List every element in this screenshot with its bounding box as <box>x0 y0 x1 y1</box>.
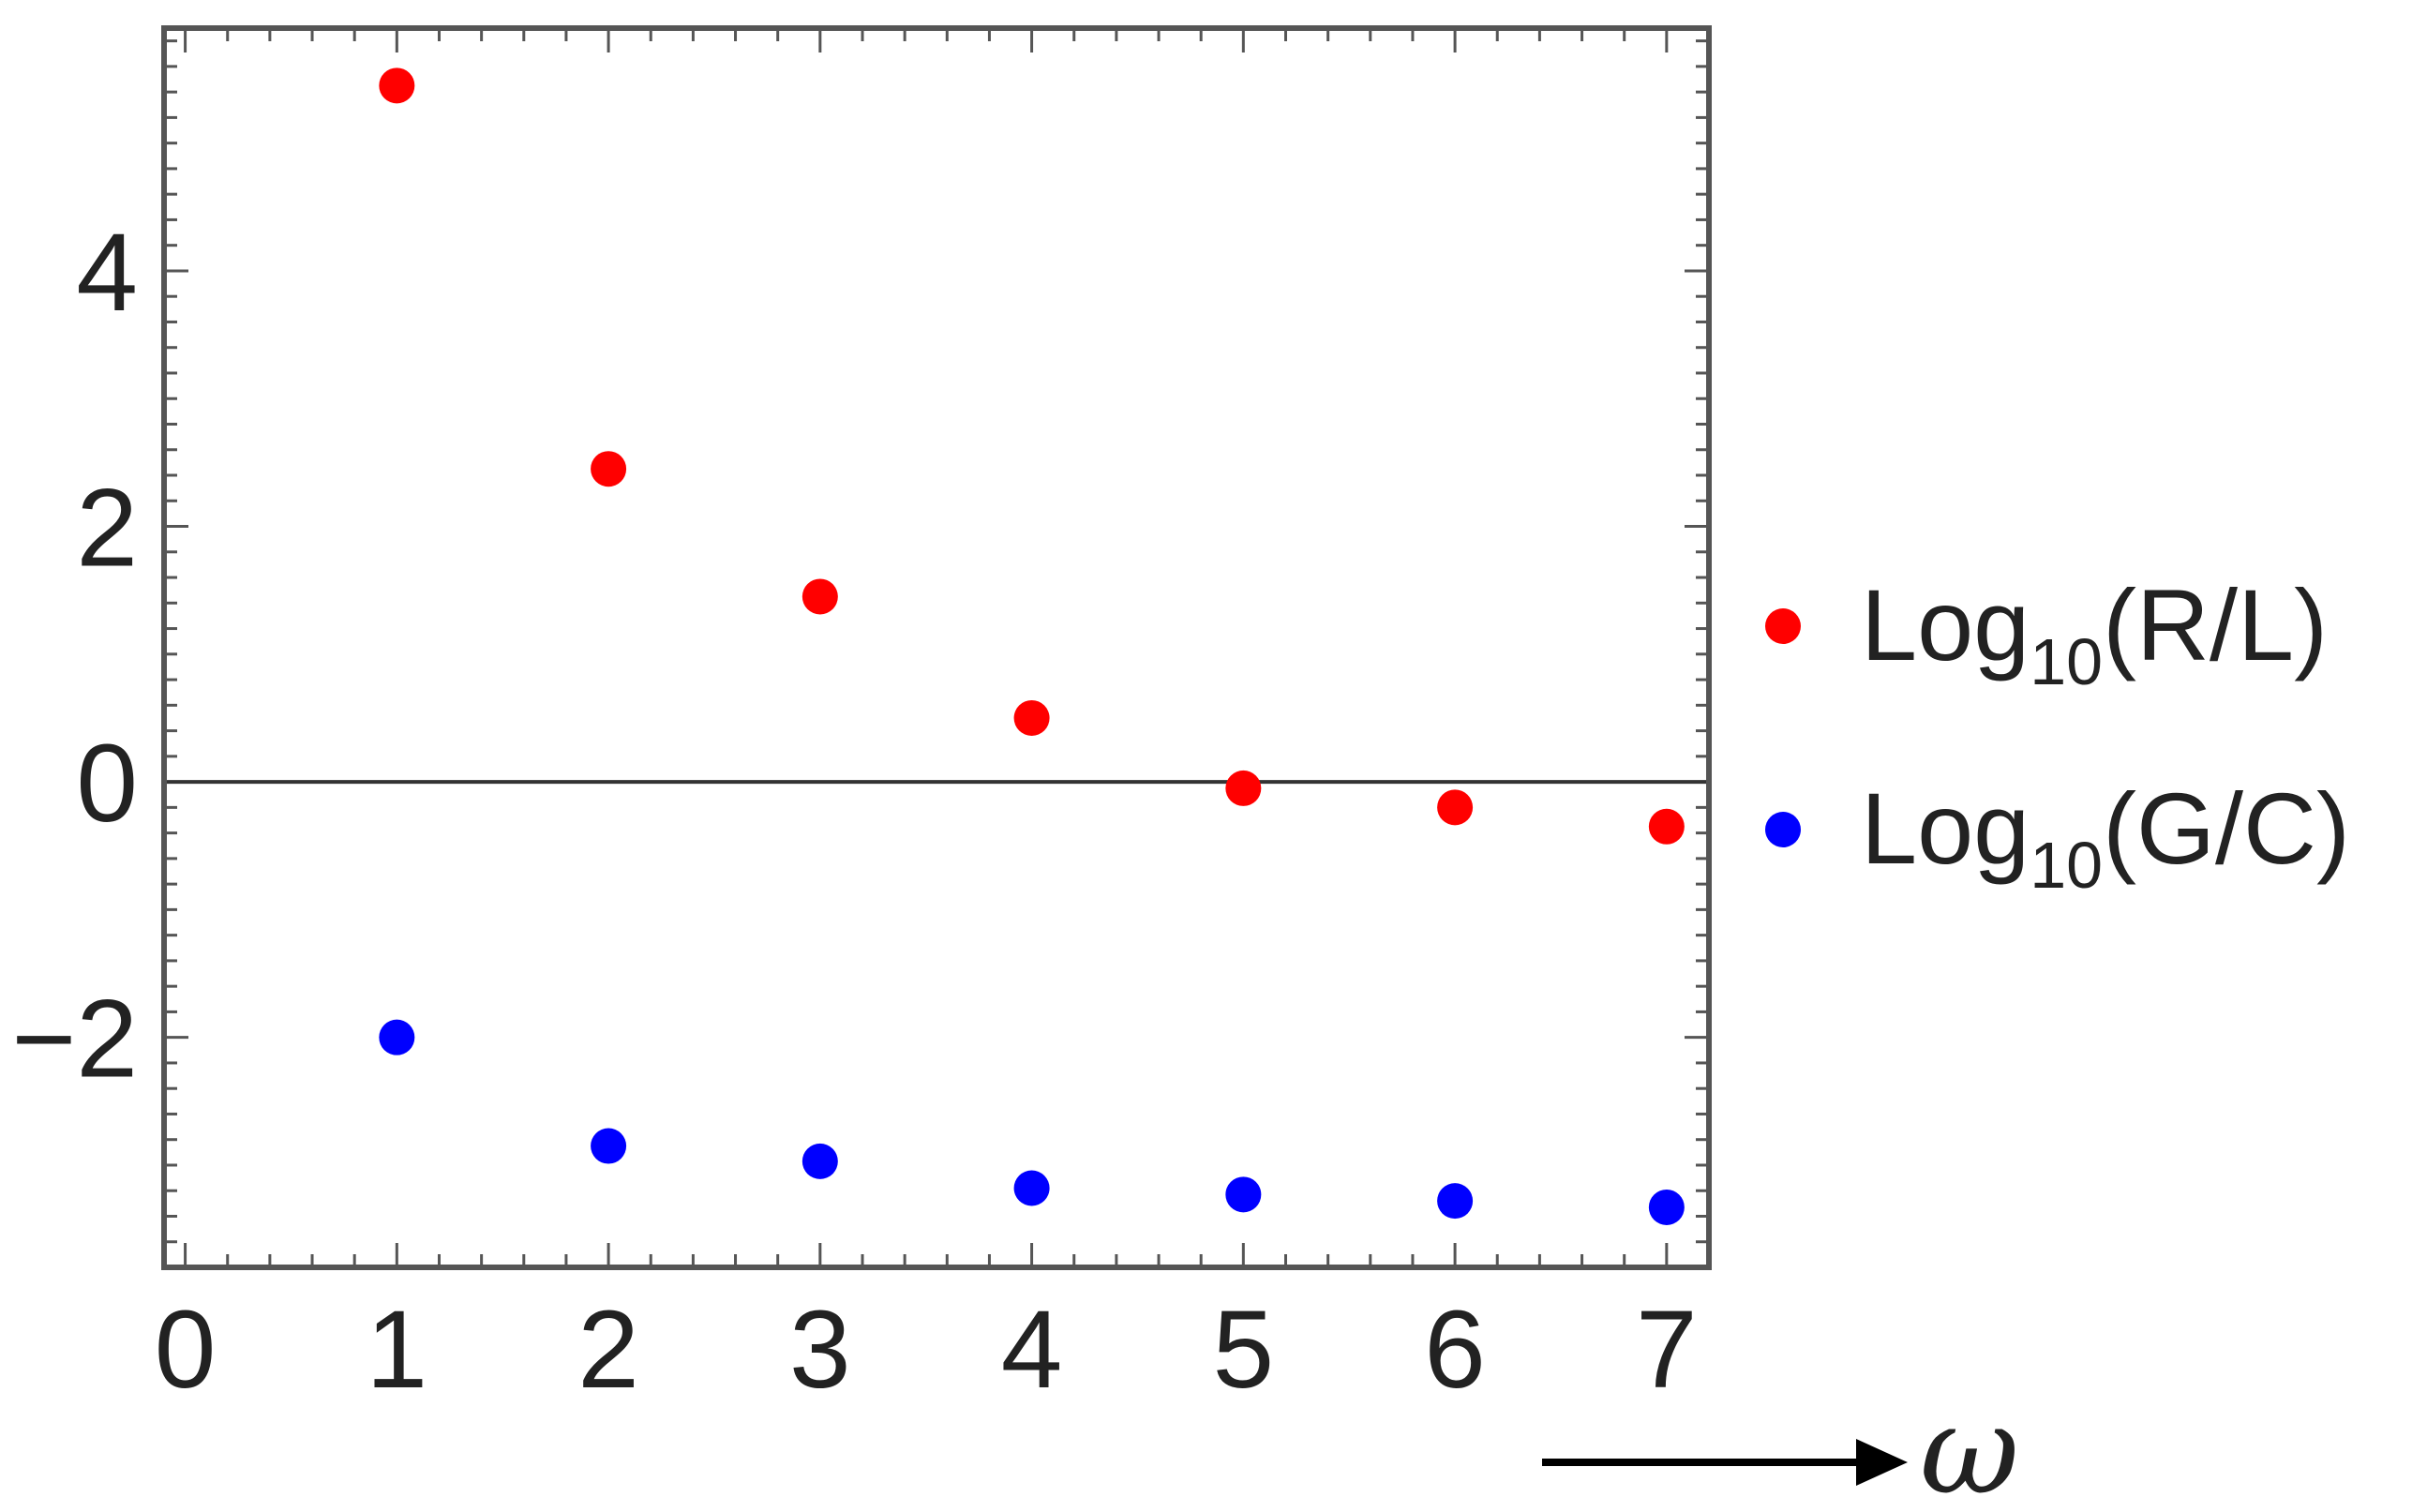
x-tick-label: 6 <box>1424 1288 1486 1412</box>
x-tick-label: 4 <box>1001 1288 1063 1412</box>
plot-frame <box>161 25 1712 1270</box>
x-axis-label: ω <box>1920 1379 2019 1512</box>
x-tick-label: 7 <box>1636 1288 1698 1412</box>
y-tick-labels: −2 0 2 4 <box>11 211 138 1101</box>
data-point-series-1 <box>591 451 627 487</box>
y-tick-label: 2 <box>76 467 138 591</box>
legend-marker <box>1765 608 1801 644</box>
y-tick-label: 0 <box>76 722 138 846</box>
data-point-series-1 <box>1437 789 1474 826</box>
data-point-series-2 <box>1648 1189 1685 1225</box>
x-tick-label: 3 <box>789 1288 851 1412</box>
data-point-series-2 <box>379 1019 415 1055</box>
data-point-series-1 <box>1648 808 1685 845</box>
data-point-series-2 <box>1013 1170 1050 1206</box>
legend-marker <box>1765 812 1801 847</box>
data-points <box>379 67 1685 1225</box>
data-point-series-2 <box>802 1143 838 1179</box>
legend-label: Log10(R/L) <box>1861 568 2328 698</box>
legend: Log10(R/L) Log10(G/C) <box>1765 568 2350 902</box>
data-point-series-2 <box>1225 1176 1262 1213</box>
data-point-series-2 <box>591 1128 627 1164</box>
x-axis-arrow: ω <box>1542 1379 2019 1512</box>
data-point-series-1 <box>802 578 838 615</box>
x-tick-label: 1 <box>367 1288 428 1412</box>
data-point-series-1 <box>1013 699 1050 736</box>
data-point-series-1 <box>1225 770 1262 806</box>
y-tick-label: −2 <box>11 978 138 1101</box>
x-tick-label: 0 <box>155 1288 217 1412</box>
x-tick-label: 5 <box>1213 1288 1275 1412</box>
data-point-series-1 <box>379 67 415 104</box>
x-tick-labels: 0 1 2 3 4 5 6 7 <box>155 1288 1698 1412</box>
arrow-head <box>1856 1439 1908 1486</box>
y-tick-label: 4 <box>76 211 138 335</box>
legend-label: Log10(G/C) <box>1861 771 2350 902</box>
x-tick-label: 2 <box>577 1288 639 1412</box>
data-point-series-2 <box>1437 1183 1474 1220</box>
